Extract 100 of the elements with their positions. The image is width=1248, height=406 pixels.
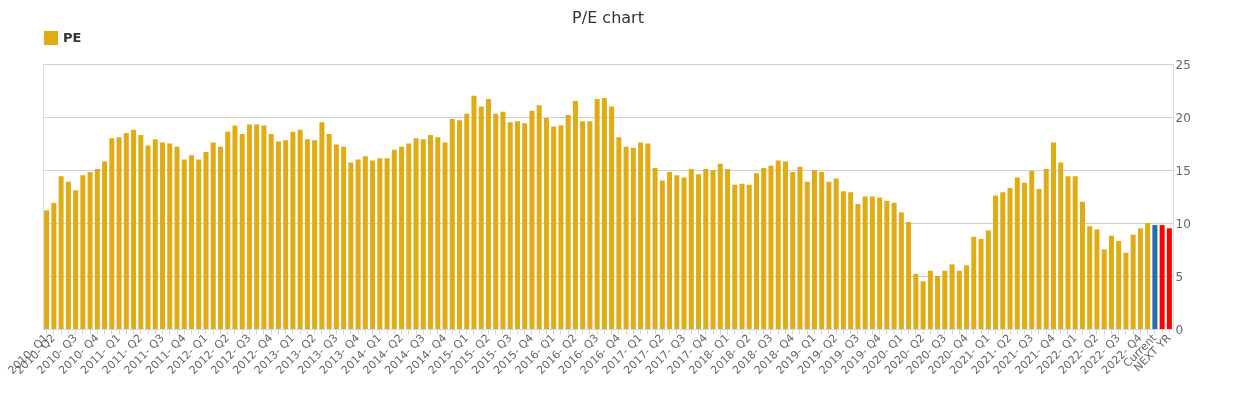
bar <box>181 159 187 329</box>
bar <box>1072 176 1078 329</box>
bar <box>1123 252 1129 329</box>
bar <box>681 177 687 329</box>
bar <box>913 273 919 329</box>
bar <box>225 131 231 329</box>
bar <box>1137 228 1143 329</box>
bar <box>1058 162 1064 329</box>
bar <box>587 121 593 329</box>
bar <box>283 140 289 329</box>
bar <box>464 113 470 329</box>
bar <box>855 203 861 329</box>
bar <box>87 172 93 329</box>
bar <box>109 138 115 329</box>
bar <box>1087 226 1093 329</box>
bar <box>196 159 202 329</box>
bar <box>522 123 528 329</box>
bar <box>297 129 303 329</box>
bar <box>348 162 354 329</box>
bar <box>435 137 441 329</box>
bar <box>514 121 520 329</box>
bar <box>326 133 332 329</box>
bar <box>420 139 426 329</box>
bar <box>1116 241 1122 329</box>
bar <box>131 129 137 329</box>
bar <box>442 142 448 329</box>
bar <box>370 160 376 329</box>
bar <box>732 184 738 329</box>
bar <box>543 118 549 329</box>
bar <box>485 98 491 329</box>
bar <box>594 98 600 329</box>
bar <box>1108 235 1114 329</box>
bar <box>1065 176 1071 329</box>
bar <box>804 181 810 329</box>
bar <box>457 120 463 329</box>
bar <box>319 122 325 329</box>
bar <box>725 168 731 329</box>
bar <box>667 172 673 329</box>
bar <box>898 212 904 329</box>
bar <box>384 158 390 329</box>
bar <box>616 137 622 329</box>
y-tick-label: 0 <box>1175 322 1184 337</box>
bar <box>551 126 557 329</box>
bar <box>145 145 151 329</box>
bar <box>290 131 296 329</box>
bar <box>167 143 173 329</box>
bar <box>406 143 412 329</box>
y-tick-label: 20 <box>1175 110 1191 125</box>
bar <box>790 172 796 329</box>
bar <box>333 144 339 329</box>
bar <box>623 146 629 329</box>
bar <box>761 167 767 329</box>
bar <box>848 192 854 329</box>
bar <box>399 146 405 329</box>
bar <box>138 135 144 329</box>
bar <box>674 175 680 329</box>
bar <box>819 172 825 329</box>
bar <box>254 124 260 329</box>
bar <box>471 95 477 329</box>
bar <box>811 170 817 329</box>
bar <box>1036 189 1042 329</box>
bar <box>717 163 723 329</box>
bar <box>1079 201 1085 329</box>
bar <box>507 122 513 329</box>
bar <box>703 168 709 329</box>
legend-label: PE <box>63 30 82 45</box>
bar <box>696 174 702 329</box>
bar <box>1007 188 1013 329</box>
bar <box>572 101 578 329</box>
bar <box>956 270 962 329</box>
chart-title: P/E chart <box>572 8 644 27</box>
bar <box>710 170 716 329</box>
bar <box>630 147 636 329</box>
bar <box>239 133 245 329</box>
bar <box>529 110 535 329</box>
bar <box>826 181 832 329</box>
bar <box>688 168 694 329</box>
bar <box>362 156 368 329</box>
bar <box>558 125 564 329</box>
bar <box>478 106 484 329</box>
bar <box>964 265 970 329</box>
bar <box>123 132 129 329</box>
bar <box>341 146 347 329</box>
y-tick-label: 5 <box>1175 269 1184 284</box>
bar <box>58 176 64 329</box>
bar <box>869 196 875 329</box>
bar <box>413 138 419 329</box>
y-tick-label: 15 <box>1175 163 1191 178</box>
bar <box>1050 142 1056 329</box>
bar <box>116 137 122 329</box>
bar <box>775 160 781 329</box>
bar <box>152 139 158 329</box>
bar <box>768 165 774 329</box>
bar <box>268 133 274 329</box>
bar <box>935 276 941 329</box>
bar <box>232 125 238 329</box>
bar <box>942 270 948 329</box>
bar <box>73 190 79 329</box>
bar <box>978 238 984 329</box>
bar <box>1145 223 1151 329</box>
